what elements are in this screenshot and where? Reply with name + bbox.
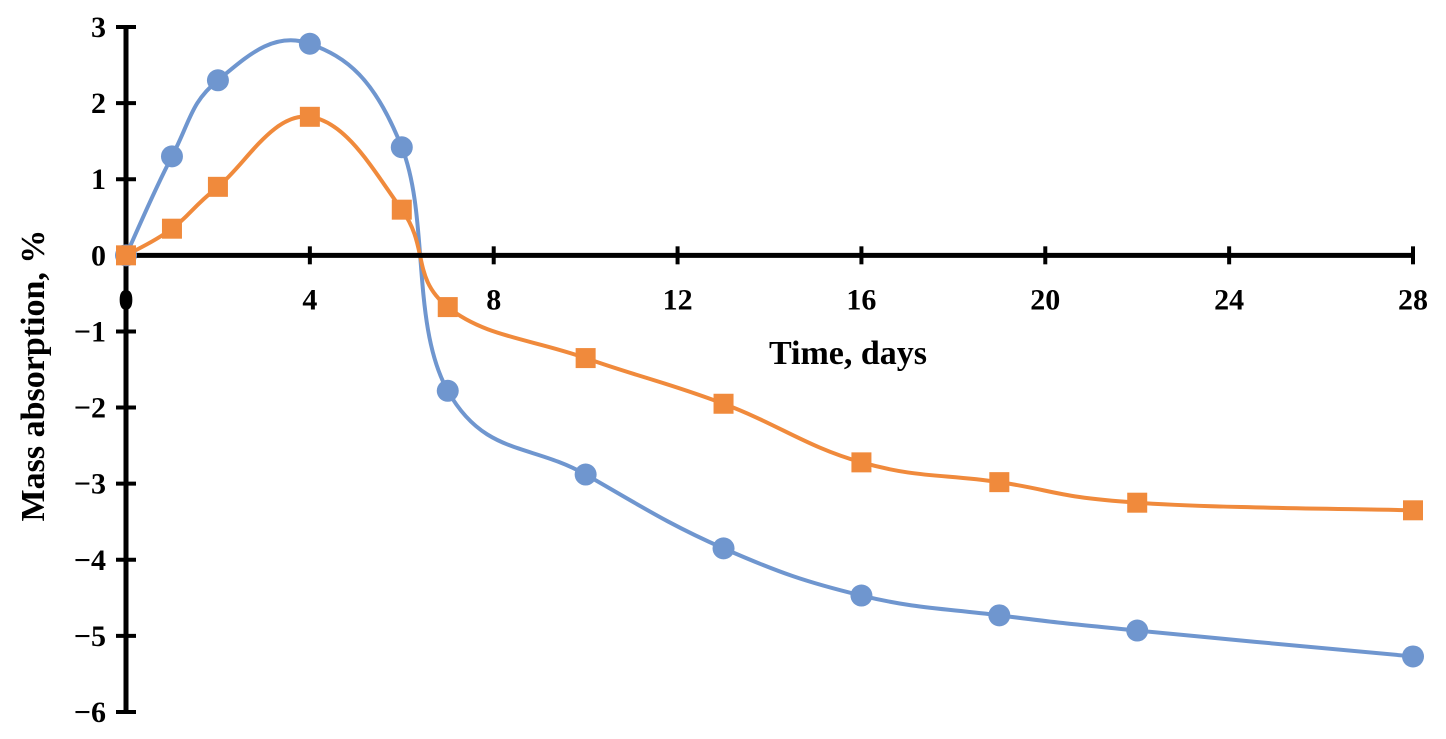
data-point-square: [989, 472, 1010, 493]
data-point-circle: [160, 145, 183, 168]
markers-layer: [115, 32, 1424, 668]
y-tick-label: −1: [74, 315, 106, 348]
x-tick-label: 24: [1214, 283, 1244, 316]
data-point-circle: [712, 537, 735, 560]
data-point-square: [391, 199, 412, 220]
data-point-square: [851, 452, 872, 473]
x-tick-label: 12: [663, 283, 693, 316]
data-point-square: [207, 176, 228, 197]
data-point-circle: [1402, 645, 1424, 668]
data-point-circle: [298, 32, 321, 55]
data-point-square: [1403, 500, 1423, 521]
data-point-square: [713, 393, 734, 414]
data-point-circle: [206, 69, 229, 92]
x-axis-title: Time, days: [769, 335, 927, 372]
data-point-square: [161, 218, 182, 239]
data-point-square: [299, 106, 320, 127]
data-point-circle: [436, 379, 459, 402]
data-point-square: [116, 245, 136, 266]
data-point-square: [1127, 492, 1148, 513]
y-tick-label: 3: [91, 11, 106, 44]
y-tick-label: −3: [74, 468, 106, 501]
data-point-circle: [390, 136, 413, 159]
x-ticks: 4 8 12 16 20 24 28: [302, 246, 1428, 316]
y-tick-label: −5: [74, 620, 106, 653]
y-tick-label: 2: [91, 87, 106, 120]
series-line-1: [124, 38, 1415, 659]
data-point-square: [575, 348, 596, 369]
x-tick-label: 4: [302, 283, 317, 316]
origin-tick-label: 0: [119, 283, 134, 316]
y-tick-label: −6: [74, 696, 106, 729]
y-axis-title: Mass absorption, %: [15, 230, 52, 522]
data-point-circle: [850, 584, 873, 607]
x-tick-label: 28: [1398, 283, 1428, 316]
y-tick-label: −4: [74, 544, 106, 577]
y-tick-label: 1: [91, 163, 106, 196]
x-tick-label: 16: [846, 283, 876, 316]
y-tick-label: 0: [91, 239, 106, 272]
data-point-circle: [988, 604, 1011, 627]
x-tick-label: 8: [486, 283, 501, 316]
data-point-circle: [574, 463, 597, 486]
data-point-circle: [1126, 619, 1149, 642]
y-tick-label: −2: [74, 392, 106, 425]
data-point-square: [437, 297, 458, 318]
x-tick-label: 20: [1030, 283, 1060, 316]
